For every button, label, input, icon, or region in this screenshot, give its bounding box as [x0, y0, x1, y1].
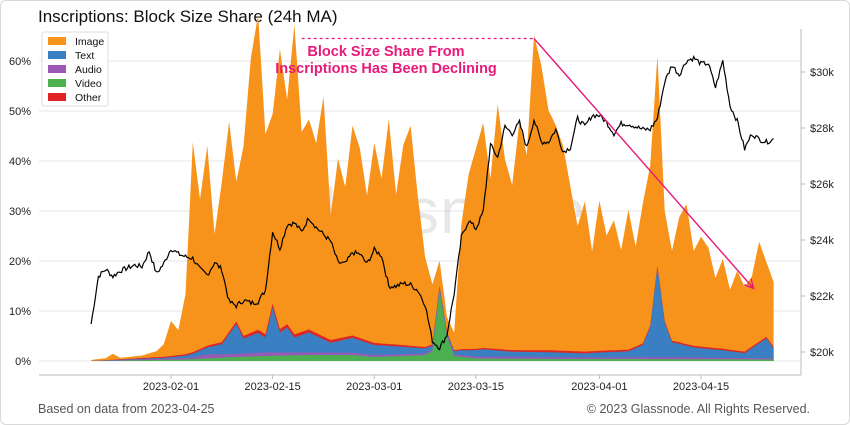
annotation-text-line: Inscriptions Has Been Declining	[275, 61, 497, 77]
y-tick-label-right: $26k	[810, 179, 834, 191]
legend-label-text: Text	[75, 50, 94, 62]
price-line	[90, 55, 774, 351]
annotation-arrow-head	[744, 278, 755, 290]
y-tick-label-left: 40%	[9, 156, 31, 168]
y-tick-label-left: 0%	[15, 356, 31, 368]
area-image	[91, 14, 774, 362]
legend-label-image: Image	[75, 36, 104, 48]
data-source-note: Based on data from 2023-04-25	[38, 402, 215, 416]
y-tick-label-left: 20%	[9, 256, 31, 268]
x-tick-label: 2023-02-15	[245, 381, 301, 393]
y-tick-label-left: 30%	[9, 206, 31, 218]
y-tick-label-right: $30k	[810, 67, 834, 79]
legend-swatch-audio	[48, 65, 66, 73]
y-tick-label-left: 50%	[9, 106, 31, 118]
chart-title: Inscriptions: Block Size Share (24h MA)	[38, 7, 338, 26]
y-tick-label-right: $24k	[810, 235, 834, 247]
legend-label-audio: Audio	[75, 64, 102, 76]
legend-label-video: Video	[75, 78, 102, 90]
y-tick-label-left: 10%	[9, 306, 31, 318]
y-tick-label-right: $20k	[810, 347, 834, 359]
x-tick-label: 2023-03-01	[346, 381, 402, 393]
y-tick-label-right: $28k	[810, 123, 834, 135]
x-tick-label: 2023-02-01	[143, 381, 199, 393]
x-tick-label: 2023-04-01	[571, 381, 627, 393]
x-tick-label: 2023-04-15	[673, 381, 729, 393]
legend-swatch-text	[48, 51, 66, 59]
legend-swatch-other	[48, 93, 66, 101]
legend-swatch-image	[48, 37, 66, 45]
y-tick-label-right: $22k	[810, 291, 834, 303]
legend-box	[41, 31, 109, 107]
annotation-arrow-line	[533, 38, 755, 289]
legend-swatch-video	[48, 79, 66, 87]
annotation-text-line: Block Size Share From	[307, 44, 464, 60]
legend-label-other: Other	[75, 92, 102, 104]
y-tick-label-left: 60%	[9, 56, 31, 68]
x-tick-label: 2023-03-15	[448, 381, 504, 393]
area-text	[91, 267, 774, 361]
copyright-note: © 2023 Glassnode. All Rights Reserved.	[586, 402, 810, 416]
